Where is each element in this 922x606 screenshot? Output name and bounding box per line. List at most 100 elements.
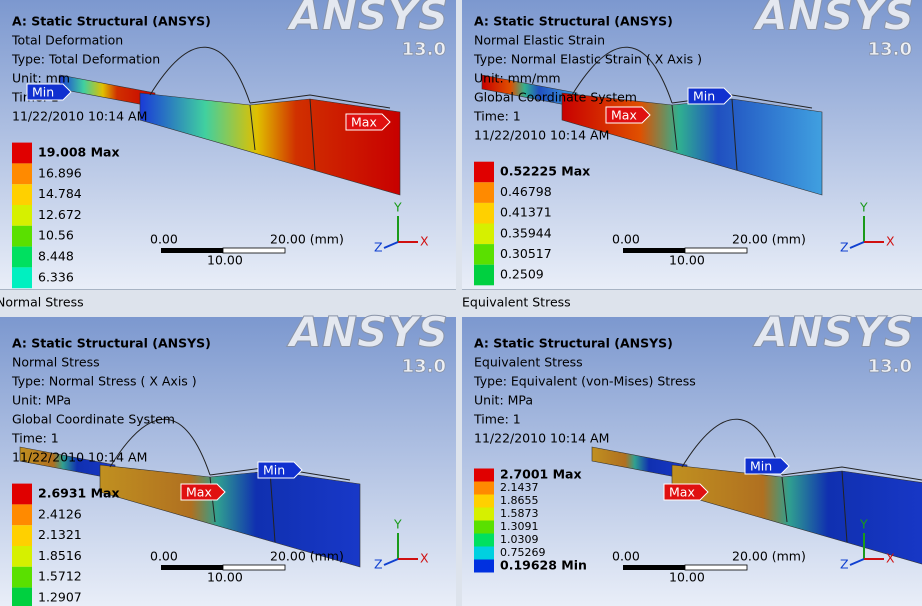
axis-z-label: Z: [374, 240, 383, 255]
info-line: Normal Elastic Strain: [474, 33, 605, 48]
scale-end: 20.00 (mm): [732, 232, 806, 247]
min-label: Min: [263, 463, 285, 478]
legend-swatch: [12, 525, 32, 546]
legend-label: 2.1321: [38, 527, 82, 542]
max-flag: [605, 106, 651, 124]
max-label: Max: [186, 485, 212, 500]
legend-swatch: [474, 507, 494, 521]
viewport-background: [462, 317, 922, 606]
info-line: Time: 1: [473, 109, 521, 124]
scale-mid: 10.00: [669, 253, 705, 268]
legend-swatch: [474, 520, 494, 534]
min-flag: [687, 87, 733, 105]
legend-label: 2.6931 Max: [38, 486, 120, 501]
model-wire: [681, 418, 922, 543]
legend-label: 16.896: [38, 165, 82, 180]
axis-z: [849, 241, 865, 249]
info-line: Type: Normal Elastic Strain ( X Axis ): [473, 52, 702, 67]
max-label: Max: [669, 485, 695, 500]
axis-y-label: Y: [859, 200, 868, 215]
min-flag: [744, 457, 790, 475]
legend-label: 1.3091: [500, 520, 539, 533]
scale-mid: 10.00: [207, 570, 243, 585]
scale-end: 20.00 (mm): [270, 232, 344, 247]
axis-z: [383, 558, 399, 566]
info-line: Type: Total Deformation: [11, 52, 160, 67]
info-line: 11/22/2010 10:14 AM: [474, 128, 609, 143]
scale-end: 20.00 (mm): [732, 549, 806, 564]
min-label: Min: [750, 459, 772, 474]
max-flag: [180, 483, 226, 501]
legend-label: 0.2509: [500, 267, 544, 282]
legend-swatch: [12, 225, 32, 247]
min-label: Min: [32, 85, 54, 100]
max-flag: [663, 483, 709, 501]
legend-label: 1.8655: [500, 494, 539, 507]
axis-z-label: Z: [374, 557, 383, 572]
info-line: 11/22/2010 10:14 AM: [12, 109, 147, 124]
logo: ANSYS: [752, 308, 914, 357]
legend-swatch: [474, 182, 494, 203]
max-label: Max: [611, 108, 637, 123]
axis-y-label: Y: [393, 517, 402, 532]
logo: ANSYS: [286, 0, 448, 40]
info-line: 11/22/2010 10:14 AM: [474, 431, 609, 446]
scale-start: 0.00: [150, 549, 178, 564]
info-title: A: Static Structural (ANSYS): [474, 336, 673, 351]
scale-bar: [623, 565, 685, 570]
legend-swatch: [12, 546, 32, 567]
model-wire: [571, 46, 813, 171]
legend-label: 0.30517: [500, 246, 552, 261]
min-label: Min: [693, 89, 715, 104]
scale-bar: [623, 248, 685, 253]
logo: ANSYS: [286, 308, 448, 357]
min-flag: [257, 461, 303, 479]
legend-swatch: [12, 205, 32, 226]
max-label: Max: [351, 115, 377, 130]
axis-y-label: Y: [859, 517, 868, 532]
legend-swatch: [474, 202, 494, 224]
version: 13.0: [868, 39, 912, 60]
axis-x-label: X: [420, 551, 429, 566]
info-line: Type: Equivalent (von-Mises) Stress: [473, 374, 696, 389]
legend-swatch: [12, 246, 32, 268]
model: [19, 418, 361, 568]
legend-swatch: [474, 546, 494, 560]
legend-label: 0.46798: [500, 184, 552, 199]
version: 13.0: [402, 356, 446, 377]
legend-label: 0.52225 Max: [500, 164, 590, 179]
info-title: A: Static Structural (ANSYS): [12, 336, 211, 351]
model: [591, 418, 922, 565]
legend-swatch: [12, 163, 32, 185]
version: 13.0: [402, 39, 446, 60]
legend-swatch: [12, 142, 32, 164]
legend-swatch: [12, 504, 32, 526]
axis-z: [849, 558, 865, 566]
info-line: Global Coordinate System: [12, 412, 175, 427]
scale-start: 0.00: [612, 549, 640, 564]
legend-swatch: [474, 468, 494, 482]
legend-label: 1.5712: [38, 569, 82, 584]
scale-end: 20.00 (mm): [270, 549, 344, 564]
scale-bar: [684, 247, 748, 254]
axis-y-label: Y: [393, 200, 402, 215]
info-line: Global Coordinate System: [474, 90, 637, 105]
legend-label: 14.784: [38, 186, 82, 201]
legend-swatch: [474, 223, 494, 245]
info-line: Normal Stress: [12, 355, 100, 370]
legend-label: 0.41371: [500, 205, 552, 220]
scale-start: 0.00: [150, 232, 178, 247]
legend-label: 12.672: [38, 207, 82, 222]
info-line: Type: Normal Stress ( X Axis ): [11, 374, 197, 389]
divider: [456, 0, 462, 606]
scale-mid: 10.00: [669, 570, 705, 585]
legend-swatch: [12, 587, 32, 606]
info-line: Unit: MPa: [474, 393, 533, 408]
info-line: Equivalent Stress: [474, 355, 583, 370]
legend-swatch: [12, 267, 32, 289]
